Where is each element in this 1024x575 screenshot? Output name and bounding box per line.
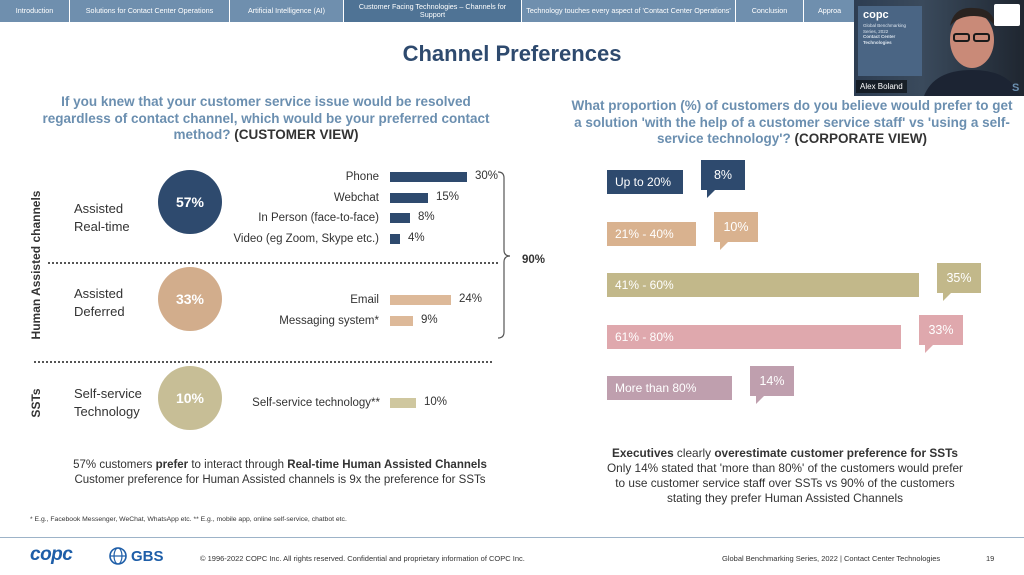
page-number: 19: [986, 554, 995, 563]
page-title: Channel Preferences: [402, 41, 622, 66]
circle-self-service: 10%: [158, 366, 222, 430]
row-bar-41-60: 41% - 60%: [607, 273, 919, 297]
question-overflow-text: S: [1012, 82, 1020, 94]
copc-logo: copc: [30, 544, 73, 565]
bar-label-webchat: Webchat: [333, 192, 379, 204]
bar-messaging: [390, 316, 413, 326]
bracket-total: 90%: [522, 254, 546, 266]
group-label-self-service: Self-service Technology: [74, 386, 142, 419]
left-question-view: (CUSTOMER VIEW): [234, 127, 359, 142]
presenter-figure: [924, 7, 1020, 96]
left-question: If you knew that your customer service i…: [40, 94, 492, 144]
separator-human-ssts: [34, 361, 492, 363]
presenter-card-logo: copc: [863, 9, 889, 21]
bar-value-in-person: 8%: [418, 211, 435, 223]
vertical-label-human-assisted: Human Assisted channels: [29, 190, 43, 340]
group-label-assisted-deferred: Assisted Deferred: [74, 286, 125, 319]
row-bar-up-to-20: Up to 20%: [607, 170, 683, 194]
right-question: What proportion (%) of customers do you …: [566, 98, 1018, 148]
bar-label-messaging: Messaging system*: [279, 315, 379, 327]
bar-value-messaging: 9%: [421, 314, 438, 326]
bar-value-webchat: 15%: [436, 191, 460, 203]
row-value-41-60: 35%: [937, 263, 981, 301]
presenter-name: Alex Boland: [856, 80, 907, 93]
presenter-title-card: copc Global Benchmarking Series, 2022 Cont…: [858, 6, 922, 76]
bar-label-in-person: In Person (face-to-face): [258, 212, 379, 224]
row-value-more-than-80: 14%: [750, 366, 794, 404]
bracket-human-assisted: [497, 171, 511, 339]
bar-video: [390, 234, 400, 244]
gbs-logo: GBS: [108, 546, 164, 566]
group-label-assisted-realtime: Assisted Real-time: [74, 201, 130, 234]
bar-label-video: Video (eg Zoom, Skype etc.): [233, 233, 379, 245]
tab-conclusion[interactable]: Conclusion: [736, 0, 804, 22]
presenter-video: copc Global Benchmarking Series, 2022 Cont…: [854, 0, 1024, 96]
right-question-view: (CORPORATE VIEW): [794, 131, 928, 146]
tab-customer-facing-technologies[interactable]: Customer Facing Technologies – Channels …: [344, 0, 522, 22]
circle-assisted-deferred: 33%: [158, 267, 222, 331]
section-nav: Introduction Solutions for Contact Cente…: [0, 0, 1024, 22]
bar-value-self-service: 10%: [424, 396, 448, 408]
bar-value-email: 24%: [459, 293, 483, 305]
bar-label-phone: Phone: [345, 171, 379, 183]
footnote: * E.g., Facebook Messenger, WeChat, What…: [30, 516, 347, 523]
tab-solutions[interactable]: Solutions for Contact Center Operations: [70, 0, 230, 22]
gbs-logo-text: GBS: [131, 547, 164, 565]
left-conclusion: 57% customers prefer to interact through…: [73, 459, 487, 486]
right-question-text: What proportion (%) of customers do you …: [571, 98, 1013, 146]
row-bar-61-80: 61% - 80%: [607, 325, 901, 349]
right-conclusion: Executives clearly overestimate customer…: [607, 446, 963, 505]
row-bar-more-than-80: More than 80%: [607, 376, 732, 400]
footer-series: Global Benchmarking Series, 2022 | Conta…: [722, 554, 941, 563]
bar-webchat: [390, 193, 428, 203]
tab-artificial-intelligence[interactable]: Artificial Intelligence (AI): [230, 0, 344, 22]
sponsor-logo-icon: [994, 4, 1020, 26]
presenter-card-text: Global Benchmarking Series, 2022 Contact C…: [863, 23, 907, 45]
bar-value-video: 4%: [408, 232, 425, 244]
separator-realtime-deferred: [48, 262, 498, 264]
footer-copyright: © 1996-2022 COPC Inc. All rights reserve…: [200, 554, 525, 563]
globe-icon: [109, 547, 127, 565]
left-question-text: If you knew that your customer service i…: [42, 94, 490, 142]
row-value-61-80: 33%: [919, 315, 963, 353]
row-value-up-to-20: 8%: [701, 160, 745, 198]
bar-label-email: Email: [350, 294, 379, 306]
footer-divider: [0, 537, 1024, 538]
row-bar-21-40: 21% - 40%: [607, 222, 696, 246]
bar-value-phone: 30%: [475, 170, 499, 182]
circle-assisted-realtime: 57%: [158, 170, 222, 234]
tab-introduction[interactable]: Introduction: [0, 0, 70, 22]
vertical-label-ssts: SSTs: [29, 388, 43, 418]
bar-phone: [390, 172, 467, 182]
tab-technology-touches[interactable]: Technology touches every aspect of 'Cont…: [522, 0, 736, 22]
bar-self-service: [390, 398, 416, 408]
bar-in-person: [390, 213, 410, 223]
row-value-21-40: 10%: [714, 212, 758, 250]
bar-label-self-service: Self-service technology**: [252, 397, 380, 409]
bar-email: [390, 295, 451, 305]
